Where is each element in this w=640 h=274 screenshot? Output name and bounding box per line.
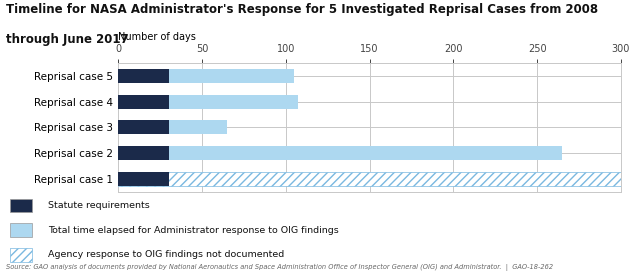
Bar bbox=[118, 69, 169, 83]
Bar bbox=[118, 95, 298, 109]
Text: Total time elapsed for Administrator response to OIG findings: Total time elapsed for Administrator res… bbox=[48, 226, 339, 235]
Text: Agency response to OIG findings not documented: Agency response to OIG findings not docu… bbox=[48, 250, 284, 259]
Text: Timeline for NASA Administrator's Response for 5 Investigated Reprisal Cases fro: Timeline for NASA Administrator's Respon… bbox=[6, 3, 598, 16]
Bar bbox=[118, 120, 169, 135]
X-axis label: Number of days: Number of days bbox=[118, 32, 196, 42]
Bar bbox=[118, 172, 621, 186]
Bar bbox=[118, 172, 621, 186]
Text: Source: GAO analysis of documents provided by National Aeronautics and Space Adm: Source: GAO analysis of documents provid… bbox=[6, 264, 554, 271]
Bar bbox=[118, 69, 294, 83]
Text: through June 2017: through June 2017 bbox=[6, 33, 129, 46]
Bar bbox=[118, 172, 169, 186]
Bar bbox=[118, 146, 169, 160]
Bar bbox=[118, 146, 562, 160]
Text: Statute requirements: Statute requirements bbox=[48, 201, 150, 210]
Bar bbox=[118, 120, 227, 135]
Bar bbox=[118, 95, 169, 109]
